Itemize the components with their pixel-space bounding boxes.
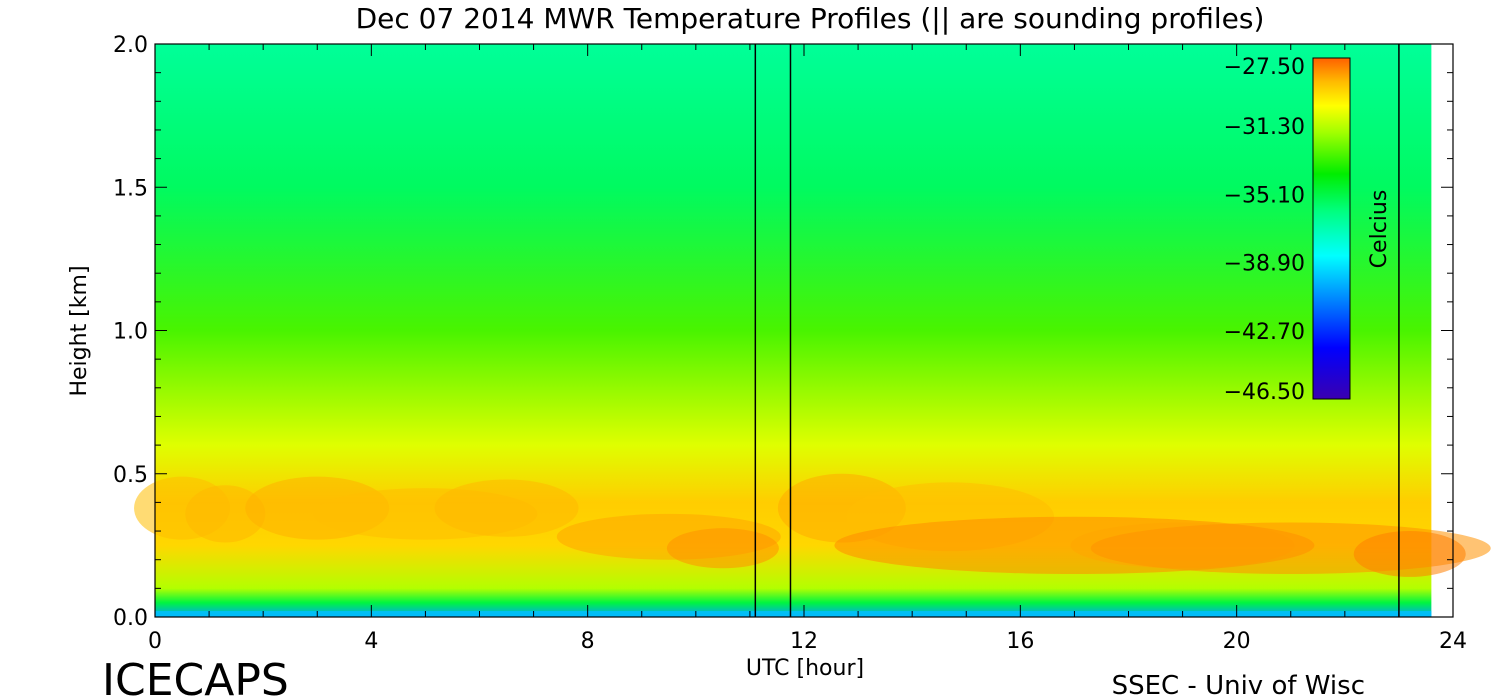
x-tick-label: 24 [1439, 629, 1467, 654]
ssec-credit: SSEC - Univ of Wisc [1112, 671, 1365, 700]
y-tick-label: 0.5 [113, 463, 148, 488]
colorbar-tick-label: −42.70 [1224, 320, 1305, 345]
y-tick-label: 1.0 [113, 320, 148, 345]
colorbar-tick-label: −46.50 [1224, 380, 1305, 405]
x-tick-label: 8 [581, 629, 595, 654]
x-tick-label: 20 [1223, 629, 1251, 654]
y-tick-label: 1.5 [113, 176, 148, 201]
colorbar-unit-label: Celcius [1367, 190, 1392, 269]
x-tick-label: 0 [148, 629, 162, 654]
chart-title: Dec 07 2014 MWR Temperature Profiles (||… [356, 2, 1265, 35]
sounding-profile-lines [754, 44, 1400, 617]
colorbar-tick-label: −38.90 [1224, 252, 1305, 277]
x-tick-label: 4 [364, 629, 378, 654]
colorbar-tick-label: −31.30 [1224, 115, 1305, 140]
colorbar-gradient [1312, 57, 1351, 400]
x-axis-label: UTC [hour] [746, 656, 864, 681]
icecaps-label: ICECAPS [102, 655, 289, 700]
x-tick-label: 12 [790, 629, 818, 654]
colorbar: −27.50 −31.30 −35.10 −38.90 −42.70 −46.50 Celc… [1224, 55, 1392, 405]
x-tick-label: 16 [1006, 629, 1034, 654]
y-tick-label: 2.0 [113, 33, 148, 58]
colorbar-tick-label: −35.10 [1224, 183, 1305, 208]
warm-layer-cells [134, 473, 1491, 617]
y-axis-label: Height [km] [67, 265, 92, 396]
y-tick-label: 0.0 [113, 606, 148, 631]
plot-axes: 0 4 8 12 16 20 24 0.0 0.5 1.0 1.5 2.0 [113, 33, 1467, 654]
colorbar-tick-label: −27.50 [1224, 55, 1305, 80]
